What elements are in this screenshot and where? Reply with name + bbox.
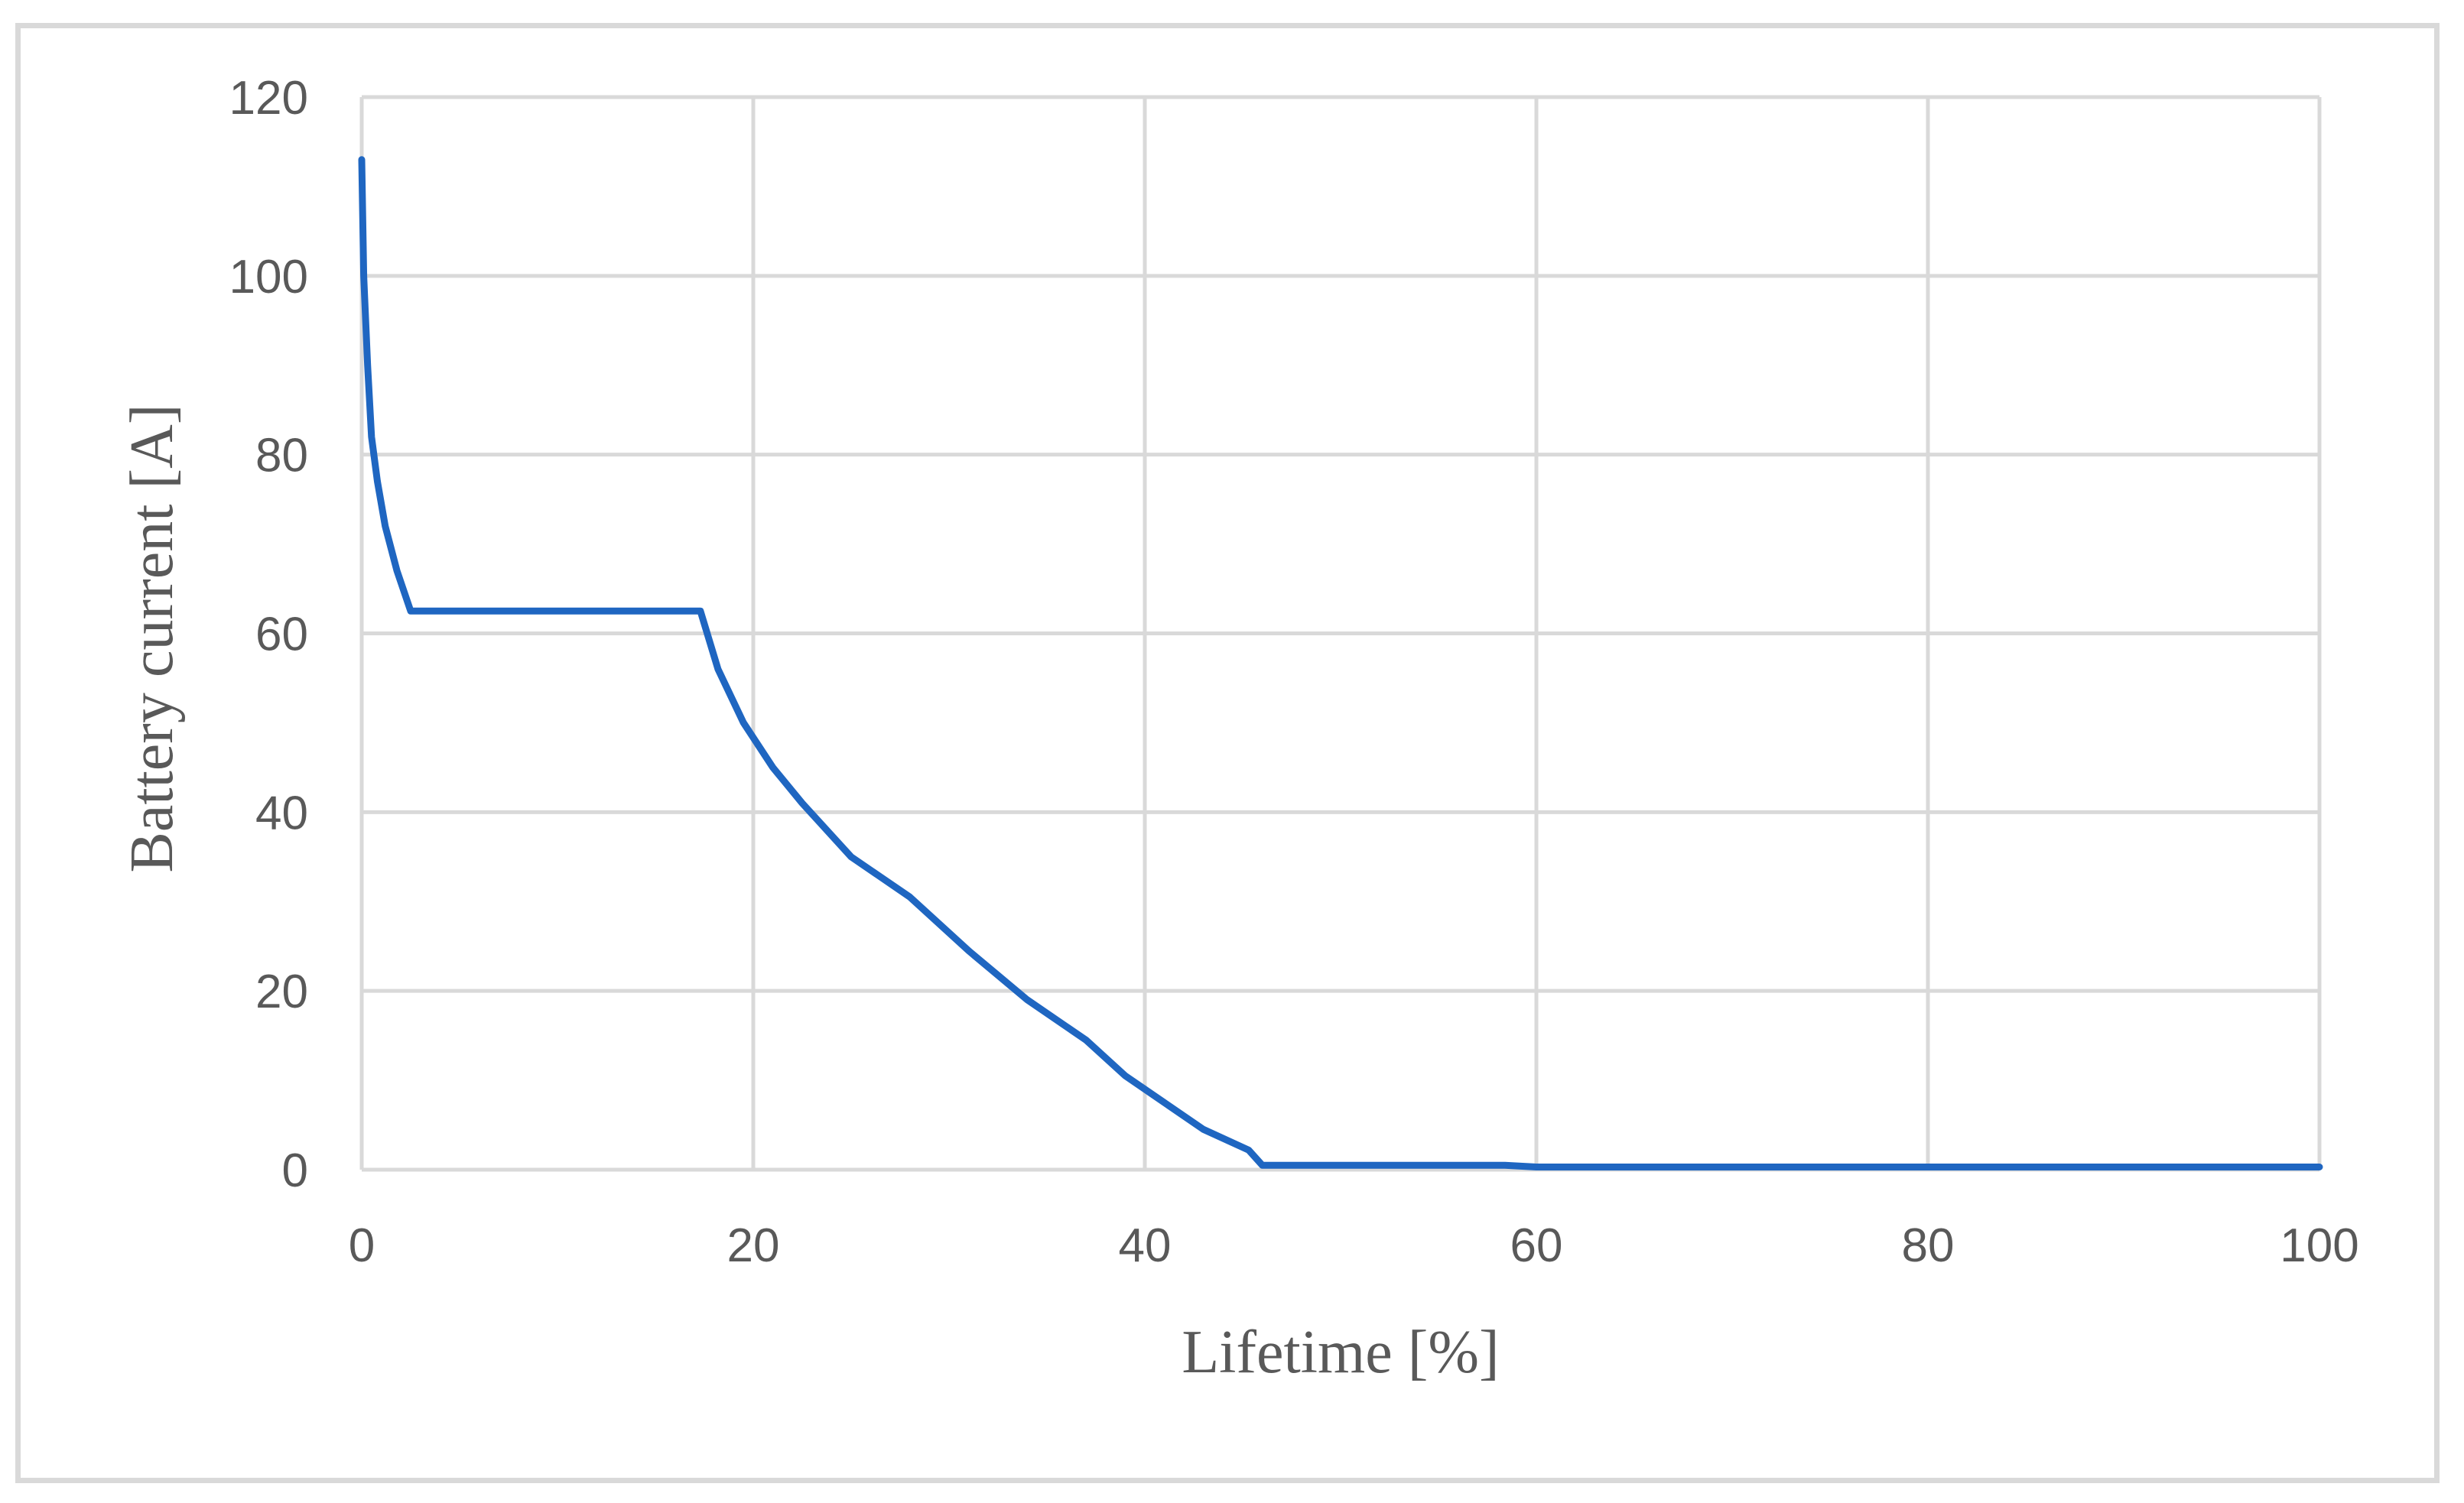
x-axis-tick-labels: 0 20 40 60 80 100 bbox=[349, 1219, 2359, 1272]
y-tick-label: 60 bbox=[255, 609, 308, 661]
y-tick-label: 0 bbox=[282, 1144, 308, 1197]
x-tick-label: 80 bbox=[1902, 1219, 1955, 1272]
y-tick-label: 100 bbox=[229, 251, 308, 304]
y-axis-title: Battery current [A] bbox=[119, 404, 186, 872]
chart-frame bbox=[15, 23, 2440, 1483]
x-tick-label: 20 bbox=[727, 1219, 780, 1272]
x-tick-label: 0 bbox=[349, 1219, 375, 1272]
horizontal-gridlines bbox=[362, 95, 2319, 1172]
x-tick-label: 40 bbox=[1119, 1219, 1172, 1272]
y-tick-label: 120 bbox=[229, 72, 308, 125]
battery-current-series-line bbox=[358, 156, 2323, 1170]
x-tick-label: 60 bbox=[1510, 1219, 1563, 1272]
y-tick-label: 40 bbox=[255, 787, 308, 839]
y-tick-label: 80 bbox=[255, 430, 308, 482]
y-axis-tick-labels: 0 20 40 60 80 100 120 bbox=[229, 72, 308, 1197]
x-axis-title: Lifetime [%] bbox=[1182, 1319, 1499, 1386]
x-tick-label: 100 bbox=[2280, 1219, 2358, 1272]
y-tick-label: 20 bbox=[255, 966, 308, 1018]
